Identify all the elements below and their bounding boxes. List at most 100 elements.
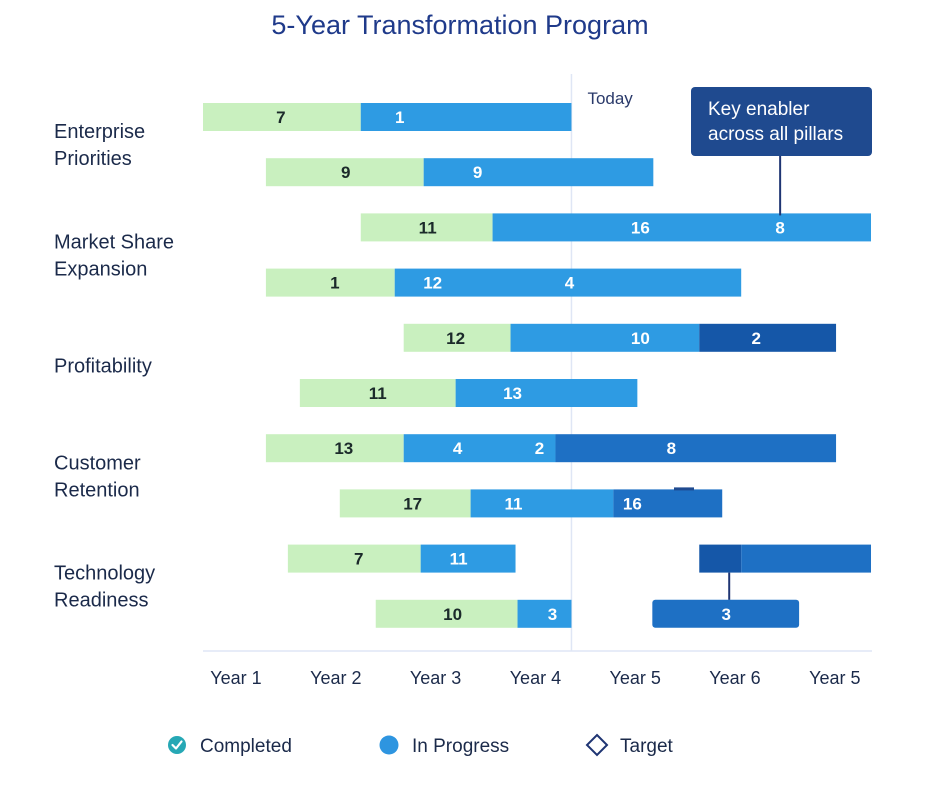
category-labels: Enterprise Priorities Market Share Expansio… [54, 121, 174, 612]
connectors [674, 487, 731, 600]
bar-segment-completed [339, 489, 471, 518]
bar-segment-mid-dark [613, 489, 723, 518]
bar-segment-in-progress [360, 103, 572, 131]
bar-value-label: 4 [453, 439, 463, 458]
bar-value-label: 8 [667, 439, 676, 458]
x-tick-label: Year 6 [709, 668, 760, 688]
annotation-text-line: Key enabler [708, 99, 810, 120]
bar-value-label: 3 [721, 605, 730, 624]
check-circle-icon [168, 736, 186, 754]
chart-title: 5-Year Transformation Program [271, 10, 648, 40]
legend-label: In Progress [412, 736, 509, 757]
category-label: Technology Readiness [54, 563, 155, 612]
bar-value-label: 12 [446, 329, 465, 348]
bar-row: 1 12 4 [265, 268, 742, 297]
today-label: Today [587, 89, 633, 108]
category-label-line: Enterprise [54, 121, 145, 143]
bar-segment-in-progress [517, 599, 572, 628]
bar-segment-in-progress [492, 213, 872, 242]
bar-segment-dark [699, 544, 742, 573]
bar-segment-in-progress [455, 379, 638, 407]
bar-row: 12 10 2 [403, 323, 837, 352]
bar-value-label: 11 [505, 494, 523, 513]
bar-value-label: 8 [775, 218, 784, 237]
bar-value-label: 4 [565, 274, 575, 293]
annotations: Key enabler across all pillars [691, 87, 872, 216]
bar-segment-completed [203, 103, 361, 131]
bar-row: 7 11 [287, 544, 872, 573]
legend-entry: In Progress [379, 735, 509, 757]
x-tick-label: Year 1 [210, 668, 261, 688]
diamond-icon [585, 733, 609, 757]
bar-segment-completed [375, 599, 518, 628]
category-label-line: Technology [54, 563, 155, 585]
x-tick-label: Year 2 [310, 668, 361, 688]
bar-value-label: 11 [450, 550, 468, 569]
category-label-line: Market Share [54, 232, 174, 254]
annotation-text-line: across all pillars [708, 124, 843, 145]
annotation-box [691, 87, 872, 156]
bar-value-label: 9 [341, 163, 350, 182]
legend: Completed In Progress Target [168, 733, 674, 757]
legend-label: Target [620, 736, 674, 757]
bar-segment-in-progress [403, 434, 556, 463]
bar-segment-in-progress [510, 323, 700, 352]
bar-segment-completed [360, 213, 493, 242]
legend-label: Completed [200, 736, 292, 757]
annotation-text: Key enabler across all pillars [708, 99, 843, 145]
bar-value-label: 12 [423, 274, 442, 293]
legend-entry: Completed [168, 736, 292, 757]
bar-value-label: 3 [548, 605, 557, 624]
bar-value-label: 16 [623, 494, 642, 513]
bar-value-label: 2 [535, 439, 544, 458]
target-marker [674, 487, 694, 491]
bar-value-label: 17 [403, 494, 422, 513]
bar-value-label: 11 [369, 384, 387, 403]
bar-value-label: 16 [631, 218, 650, 237]
bar-segment-completed [265, 268, 395, 297]
x-tick-label: Year 4 [510, 668, 561, 688]
bar-segment-in-progress [420, 544, 516, 573]
bar-segment-in-progress [470, 489, 614, 518]
category-label-line: Retention [54, 479, 140, 501]
bar-value-label: 11 [419, 218, 437, 237]
bar-value-label: 10 [631, 329, 650, 348]
category-label-line: Priorities [54, 148, 132, 170]
bar-segment-mid-dark [555, 434, 837, 463]
bar-segment-in-progress [423, 158, 654, 187]
bar-segment-mid-dark [652, 599, 800, 628]
bar-value-label: 10 [443, 605, 462, 624]
x-tick-label: Year 5 [610, 668, 661, 688]
bar-row: 10 3 3 [375, 599, 800, 628]
category-label-line: Profitability [54, 355, 152, 377]
category-label-line: Expansion [54, 259, 147, 281]
bar-value-label: 2 [751, 329, 760, 348]
legend-entry: Target [585, 733, 674, 757]
bar-segment-dark [699, 323, 837, 352]
bar-segment-mid-dark [741, 544, 872, 573]
bar-value-label: 1 [395, 108, 404, 127]
x-tick-label: Year 3 [410, 668, 461, 688]
bar-value-label: 13 [334, 439, 353, 458]
x-tick-label: Year 5 [809, 668, 860, 688]
circle-icon [379, 735, 399, 755]
checkmark-icon [171, 740, 183, 750]
category-label: Enterprise Priorities [54, 121, 145, 170]
bar-segment-completed [265, 158, 424, 187]
category-label: Profitability [54, 355, 152, 377]
bar-row: 17 11 16 [339, 489, 723, 518]
bar-value-label: 1 [330, 274, 339, 293]
x-tick-labels: Year 1 Year 2 Year 3 Year 4 Year 5 Year 6 Year… [210, 668, 860, 688]
bar-row: 11 16 8 [360, 213, 872, 242]
bar-row: 11 13 [299, 379, 638, 407]
category-label: Market Share Expansion [54, 232, 174, 281]
bar-segment-completed [299, 379, 456, 407]
bar-value-label: 13 [503, 384, 522, 403]
category-label: Customer Retention [54, 452, 141, 501]
category-label-line: Readiness [54, 590, 149, 612]
bar-value-label: 7 [276, 108, 285, 127]
